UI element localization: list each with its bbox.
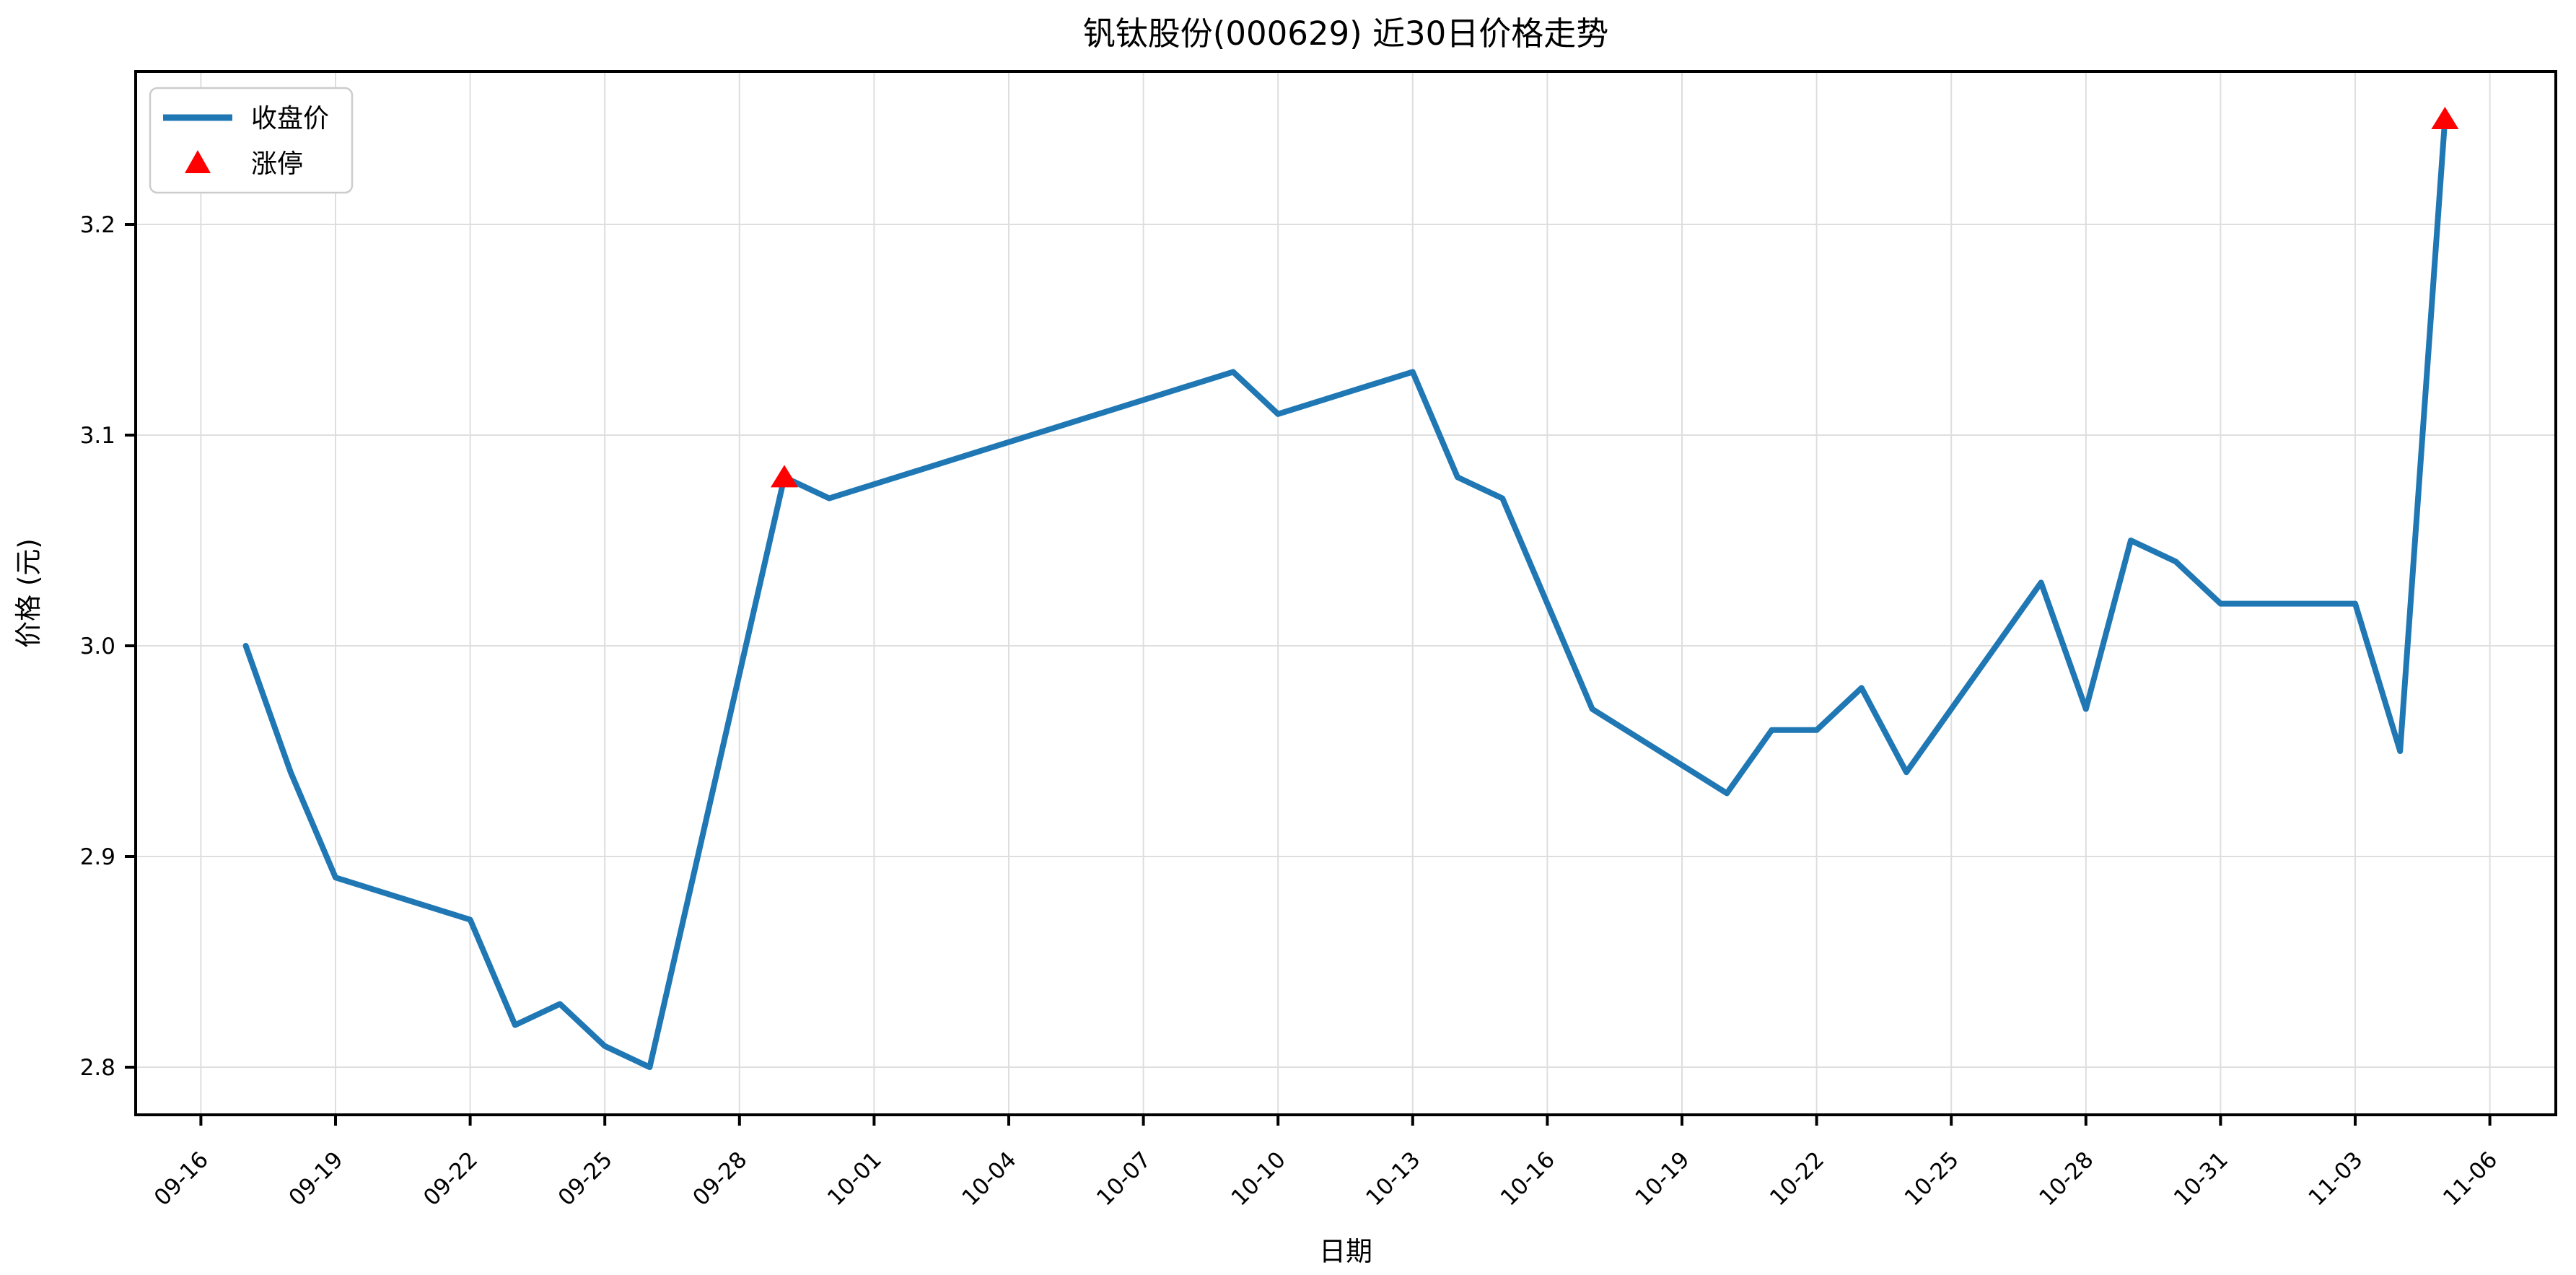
y-tick-label: 2.8 xyxy=(80,1055,115,1081)
axis-ticks xyxy=(125,223,2492,1126)
limit-up-triangle-icon xyxy=(771,465,798,488)
x-tick-label: 10-16 xyxy=(1496,1147,1560,1211)
plot-border xyxy=(134,70,2557,1116)
x-tick-label: 10-13 xyxy=(1361,1147,1425,1211)
x-tick-label: 10-10 xyxy=(1227,1147,1291,1211)
x-tick-label: 10-31 xyxy=(2169,1147,2233,1211)
x-tick-label: 10-04 xyxy=(957,1147,1021,1211)
x-tick-label: 10-22 xyxy=(1765,1147,1829,1211)
grid-lines xyxy=(136,71,2556,1115)
y-tick-label: 2.9 xyxy=(80,844,115,870)
close-price-line xyxy=(242,116,2448,1070)
legend-triangle-up-icon xyxy=(185,150,211,173)
x-tick-label: 11-03 xyxy=(2303,1147,2367,1211)
x-tick-label: 09-19 xyxy=(284,1147,348,1211)
x-tick-label: 11-06 xyxy=(2438,1147,2502,1211)
y-tick-label: 3.0 xyxy=(80,634,115,660)
chart-title: 钒钛股份(000629) 近30日价格走势 xyxy=(1083,14,1608,53)
axis-tick-labels: 09-16 09-19 09-22 09-25 09-28 10-01 10-04 10-07… xyxy=(80,212,2503,1211)
legend-label-limitup: 涨停 xyxy=(251,149,303,179)
axes-spines xyxy=(134,70,2557,1116)
x-tick-label: 09-22 xyxy=(419,1147,483,1211)
x-tick-label: 10-01 xyxy=(823,1147,887,1211)
limit-up-triangle-icon xyxy=(2431,107,2459,129)
legend: 收盘价 涨停 xyxy=(149,87,354,194)
limit-up-markers xyxy=(771,107,2459,488)
x-tick-label: 10-07 xyxy=(1092,1147,1156,1211)
x-tick-label: 09-25 xyxy=(553,1147,618,1211)
x-tick-label: 10-19 xyxy=(1630,1147,1694,1211)
y-tick-label: 3.1 xyxy=(80,423,115,449)
x-tick-label: 09-16 xyxy=(149,1147,214,1211)
y-axis-label: 价格 (元) xyxy=(13,538,44,648)
legend-label-close: 收盘价 xyxy=(251,104,329,133)
x-tick-label: 10-28 xyxy=(2034,1147,2098,1211)
x-axis-label: 日期 xyxy=(1319,1236,1372,1267)
x-tick-label: 09-28 xyxy=(688,1147,752,1211)
close-price-polyline xyxy=(242,116,2448,1070)
y-tick-label: 3.2 xyxy=(80,212,115,238)
x-tick-label: 10-25 xyxy=(1900,1147,1964,1211)
